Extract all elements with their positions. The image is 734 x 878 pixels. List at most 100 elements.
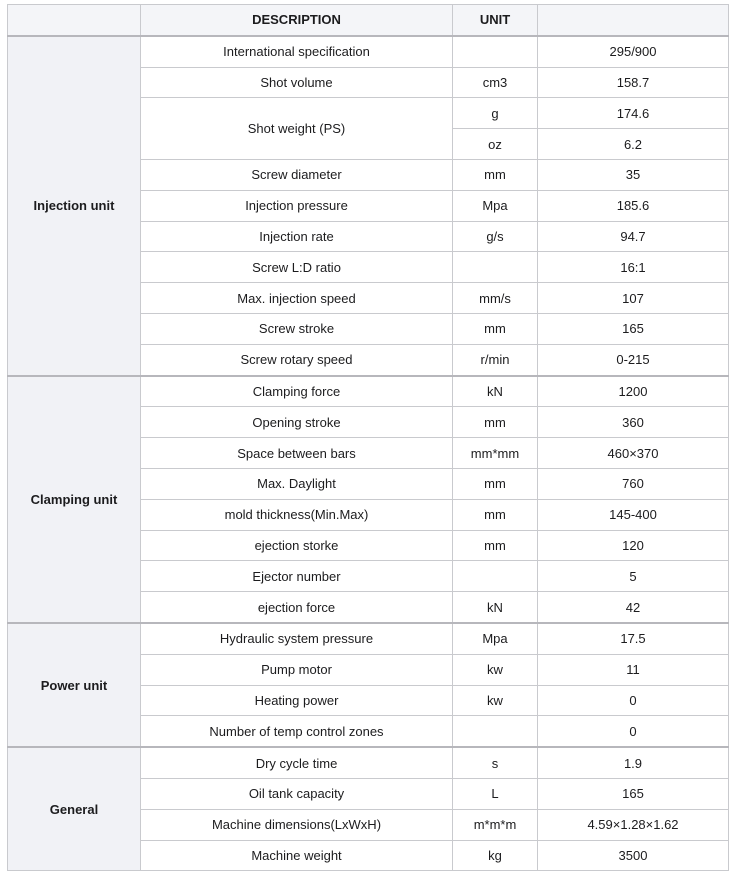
value-cell: 1.9 xyxy=(537,746,729,779)
header-description-cell: DESCRIPTION xyxy=(140,3,453,37)
table-row: ejection storke mm 120 xyxy=(8,529,729,562)
value-cell: 158.7 xyxy=(537,66,729,99)
table-row: Machine weight kg 3500 xyxy=(8,839,729,872)
description-cell: Opening stroke xyxy=(140,406,453,439)
description-cell: Max. injection speed xyxy=(140,282,453,314)
value-cell: 4.59×1.28×1.62 xyxy=(537,808,729,841)
unit-cell xyxy=(452,251,538,284)
value-cell: 5 xyxy=(537,560,729,593)
table-row: Number of temp control zones 0 xyxy=(8,715,729,748)
unit-cell: s xyxy=(452,746,538,779)
table-row: Machine dimensions(LxWxH) m*m*m 4.59×1.2… xyxy=(8,808,729,841)
table-row: Space between bars mm*mm 460×370 xyxy=(8,437,729,469)
unit-cell: mm xyxy=(452,406,538,439)
unit-cell: mm/s xyxy=(452,282,538,314)
description-cell: Screw L:D ratio xyxy=(140,251,453,284)
table-row: Screw L:D ratio 16:1 xyxy=(8,251,729,284)
description-cell: Shot weight (PS) xyxy=(140,97,453,160)
unit-cell xyxy=(452,34,538,68)
value-cell: 11 xyxy=(537,653,729,686)
unit-cell xyxy=(452,715,538,748)
unit-cell: cm3 xyxy=(452,66,538,99)
machine-specification-table: DESCRIPTION UNIT Injection unit Internat… xyxy=(7,3,729,872)
value-cell: 760 xyxy=(537,467,729,500)
description-cell: Hydraulic system pressure xyxy=(140,621,453,655)
value-cell: 185.6 xyxy=(537,189,729,222)
table-row: ejection force kN 42 xyxy=(8,591,729,624)
description-cell: International specification xyxy=(140,34,453,68)
table-row: oz 6.2 xyxy=(8,128,729,160)
value-cell: 1200 xyxy=(537,374,729,408)
unit-cell: kg xyxy=(452,839,538,872)
table-row: Screw rotary speed r/min 0-215 xyxy=(8,343,729,377)
value-cell: 16:1 xyxy=(537,251,729,284)
description-cell: Screw diameter xyxy=(140,158,453,191)
value-cell: 165 xyxy=(537,312,729,345)
value-cell: 120 xyxy=(537,529,729,562)
value-cell: 17.5 xyxy=(537,621,729,655)
value-cell: 174.6 xyxy=(537,97,729,130)
value-cell: 145-400 xyxy=(537,498,729,531)
description-cell: ejection storke xyxy=(140,529,453,562)
header-row: DESCRIPTION UNIT xyxy=(7,3,729,37)
description-cell: ejection force xyxy=(140,591,453,624)
description-cell: mold thickness(Min.Max) xyxy=(140,498,453,531)
header-group-cell xyxy=(7,3,141,37)
section-label-injection-unit: Injection unit xyxy=(7,34,141,377)
value-cell: 0 xyxy=(537,684,729,717)
value-cell: 165 xyxy=(537,777,729,810)
table-row: Max. injection speed mm/s 107 xyxy=(8,282,729,314)
table-row: Shot weight (PS) g 174.6 xyxy=(8,97,729,160)
value-cell: 35 xyxy=(537,158,729,191)
table-row: Max. Daylight mm 760 xyxy=(8,467,729,500)
description-cell: Number of temp control zones xyxy=(140,715,453,748)
unit-cell: oz xyxy=(452,128,538,160)
description-cell: Pump motor xyxy=(140,653,453,686)
unit-cell: Mpa xyxy=(452,189,538,222)
unit-cell xyxy=(452,560,538,593)
description-cell: Shot volume xyxy=(140,66,453,99)
header-value-cell xyxy=(537,3,729,37)
unit-cell: kw xyxy=(452,684,538,717)
description-cell: Max. Daylight xyxy=(140,467,453,500)
description-cell: Machine weight xyxy=(140,839,453,872)
description-cell: Dry cycle time xyxy=(140,746,453,779)
description-cell: Space between bars xyxy=(140,437,453,469)
unit-cell: kN xyxy=(452,591,538,624)
unit-cell: g/s xyxy=(452,220,538,253)
description-cell: Screw stroke xyxy=(140,312,453,345)
table-row: Power unit Hydraulic system pressure Mpa… xyxy=(7,621,729,748)
unit-cell: mm xyxy=(452,498,538,531)
value-cell: 42 xyxy=(537,591,729,624)
value-cell: 0-215 xyxy=(537,343,729,377)
table-row: Injection unit International specificati… xyxy=(7,34,729,377)
unit-cell: g xyxy=(452,97,538,130)
unit-cell: Mpa xyxy=(452,621,538,655)
description-cell: Clamping force xyxy=(140,374,453,408)
value-cell: 94.7 xyxy=(537,220,729,253)
table-row: Screw stroke mm 165 xyxy=(8,312,729,345)
table-row: Ejector number 5 xyxy=(8,560,729,593)
table-row: Injection rate g/s 94.7 xyxy=(8,220,729,253)
section-label-power-unit: Power unit xyxy=(7,621,141,748)
header-unit-cell: UNIT xyxy=(452,3,538,37)
description-cell: Ejector number xyxy=(140,560,453,593)
description-cell: Injection pressure xyxy=(140,189,453,222)
value-cell: 460×370 xyxy=(537,437,729,469)
value-cell: 360 xyxy=(537,406,729,439)
value-cell: 6.2 xyxy=(537,128,729,160)
description-cell: Heating power xyxy=(140,684,453,717)
description-cell: Injection rate xyxy=(140,220,453,253)
value-cell: 0 xyxy=(537,715,729,748)
table-row: General Dry cycle time s 1.9 xyxy=(7,746,729,872)
description-cell: Oil tank capacity xyxy=(140,777,453,810)
unit-cell: kw xyxy=(452,653,538,686)
unit-cell: L xyxy=(452,777,538,810)
table-row: Shot volume cm3 158.7 xyxy=(8,66,729,99)
description-cell: Screw rotary speed xyxy=(140,343,453,377)
unit-cell: mm xyxy=(452,158,538,191)
table-row: Clamping unit Clamping force kN 1200 xyxy=(7,374,729,624)
unit-cell: m*m*m xyxy=(452,808,538,841)
value-cell: 3500 xyxy=(537,839,729,872)
